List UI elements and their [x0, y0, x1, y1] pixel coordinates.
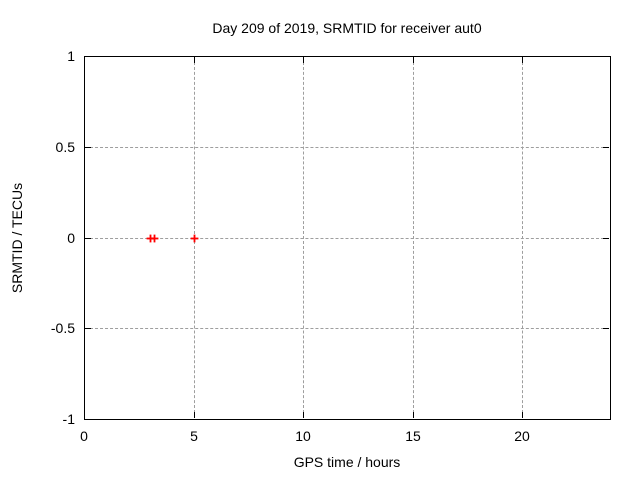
y-axis-tick-left — [85, 328, 91, 329]
x-gridline — [413, 57, 414, 418]
y-gridline — [85, 238, 609, 239]
y-axis-tick-right — [603, 419, 609, 420]
x-tick-label: 0 — [80, 428, 88, 444]
x-axis-tick-bottom — [84, 412, 85, 418]
x-tick-label: 5 — [190, 428, 198, 444]
x-axis-label: GPS time / hours — [293, 454, 401, 470]
x-axis-tick-bottom — [522, 412, 523, 418]
y-axis-tick-left — [85, 238, 91, 239]
data-point-marker — [147, 235, 154, 242]
x-axis-tick-bottom — [303, 412, 304, 418]
y-tick-label: -0.5 — [50, 320, 75, 336]
x-gridline — [303, 57, 304, 418]
plot-area — [84, 56, 611, 420]
y-tick-label: 1 — [67, 48, 75, 64]
x-axis-tick-top — [194, 57, 195, 63]
data-point-marker — [151, 235, 158, 242]
y-axis-tick-right — [603, 56, 609, 57]
x-axis-tick-top — [303, 57, 304, 63]
y-gridline — [85, 328, 609, 329]
y-axis-tick-right — [603, 238, 609, 239]
x-tick-label: 20 — [514, 428, 530, 444]
y-tick-label: 0 — [67, 230, 75, 246]
y-axis-tick-left — [85, 419, 91, 420]
y-gridline — [85, 147, 609, 148]
x-axis-tick-top — [84, 57, 85, 63]
y-axis-tick-left — [85, 56, 91, 57]
x-tick-label: 10 — [295, 428, 311, 444]
y-tick-label: 0.5 — [55, 139, 75, 155]
x-tick-label: 15 — [405, 428, 421, 444]
data-point-marker — [191, 235, 198, 242]
y-axis-tick-right — [603, 147, 609, 148]
x-axis-tick-bottom — [413, 412, 414, 418]
x-gridline — [522, 57, 523, 418]
x-axis-tick-top — [413, 57, 414, 63]
y-tick-label: -1 — [62, 411, 75, 427]
chart-title: Day 209 of 2019, SRMTID for receiver aut… — [212, 20, 482, 36]
x-axis-tick-bottom — [194, 412, 195, 418]
y-axis-tick-right — [603, 328, 609, 329]
x-axis-tick-top — [522, 57, 523, 63]
y-axis-tick-left — [85, 147, 91, 148]
